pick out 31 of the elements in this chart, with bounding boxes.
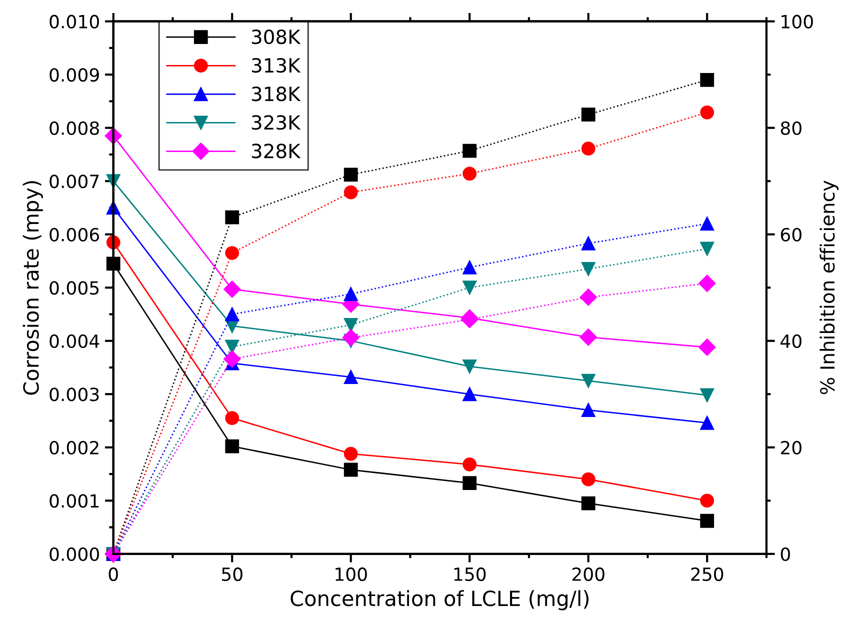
x-tick-label: 150	[454, 567, 486, 582]
y-tick-label: 0.000	[50, 547, 99, 562]
x-tick-label: 50	[222, 567, 242, 582]
y-tick-label: 0.006	[50, 228, 100, 242]
y-tick-label: 0.003	[50, 388, 99, 402]
y2-tick-label: 40	[780, 334, 802, 348]
y-tick-label: 0.004	[50, 334, 100, 348]
y-tick-label: 0.010	[50, 14, 99, 28]
y2-tick-label: 80	[780, 121, 802, 135]
y-tick-label: 0.002	[50, 440, 98, 455]
x-tick-label: 0	[108, 567, 118, 582]
y2-axis-title: % Inhibition efficiency	[820, 180, 839, 394]
y2-tick-label: 20	[780, 440, 802, 455]
y-tick-label: 0.005	[50, 281, 99, 295]
x-tick-label: 100	[336, 567, 367, 582]
y-tick-label: 0.007	[50, 174, 99, 188]
legend-label: 328K	[252, 144, 301, 158]
legend-label: 313K	[252, 58, 301, 73]
y2-tick-label: 0	[780, 547, 790, 562]
x-tick-label: 200	[572, 567, 604, 582]
y-axis-title: Corrosion rate (mpy)	[22, 181, 43, 395]
y-tick-label: 0.009	[50, 68, 99, 82]
x-axis-title: Concentration of LCLE (mg/l)	[290, 590, 589, 610]
y-tick-label: 0.001	[50, 494, 98, 508]
legend-label: 318K	[252, 86, 301, 102]
legend-label: 323K	[252, 115, 301, 130]
legend-label: 308K	[252, 29, 301, 44]
y2-tick-label: 60	[780, 228, 802, 242]
x-tick-label: 250	[691, 567, 724, 582]
y2-tick-label: 100	[782, 14, 813, 28]
y-tick-label: 0.008	[50, 121, 99, 135]
